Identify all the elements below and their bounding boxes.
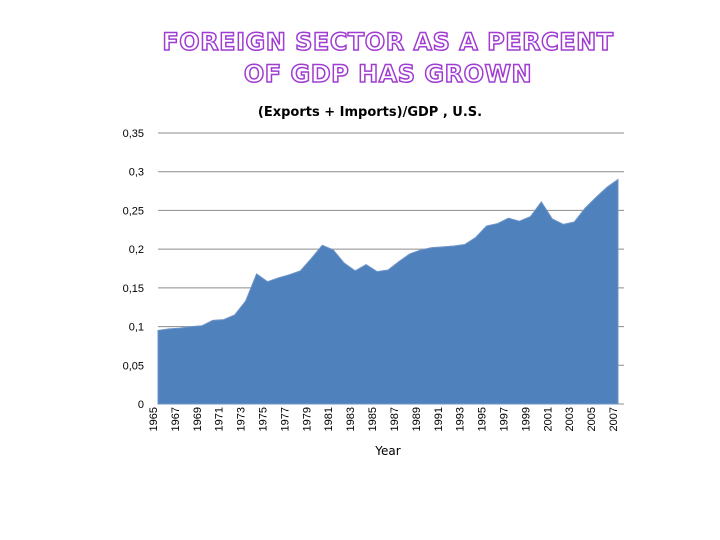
x-tick-label: 1997 xyxy=(498,407,510,431)
x-tick-label: 2005 xyxy=(586,407,598,431)
y-axis-ticks: 0 0,05 0,1 0,15 0,2 0,25 0,3 0,35 xyxy=(123,128,144,411)
x-tick-label: 1977 xyxy=(279,407,291,431)
y-tick-label: 0 xyxy=(138,399,144,411)
x-tick-label: 1995 xyxy=(477,407,489,431)
x-tick-label: 1981 xyxy=(323,407,335,431)
x-tick-label: 1973 xyxy=(236,407,248,431)
y-tick-label: 0,15 xyxy=(123,283,144,295)
x-tick-label: 1989 xyxy=(411,407,423,431)
x-tick-label: 2003 xyxy=(564,407,576,431)
x-tick-label: 1983 xyxy=(345,407,357,431)
x-tick-label: 1969 xyxy=(192,407,204,431)
y-tick-label: 0,1 xyxy=(129,322,144,334)
x-tick-label: 1985 xyxy=(367,407,379,431)
x-axis-title: Year xyxy=(374,444,400,458)
slide-title: FOREIGN SECTOR AS A PERCENT OF GDP HAS G… xyxy=(0,26,720,90)
x-axis-ticks: 1965 1967 1969 1971 1973 1975 1977 1979 1981 1983… xyxy=(148,407,620,431)
x-tick-label: 1979 xyxy=(301,407,313,431)
y-tick-label: 0,35 xyxy=(123,128,144,140)
x-tick-label: 1967 xyxy=(170,407,182,431)
x-tick-label: 1987 xyxy=(389,407,401,431)
x-tick-label: 1993 xyxy=(455,407,467,431)
x-tick-label: 2007 xyxy=(608,407,620,431)
plot-area xyxy=(157,178,619,405)
y-tick-label: 0,2 xyxy=(129,244,144,256)
chart-subtitle: (Exports + Imports)/GDP , U.S. xyxy=(258,105,482,120)
slide-title-line-1: FOREIGN SECTOR AS A PERCENT xyxy=(162,27,614,57)
x-tick-label: 1991 xyxy=(433,407,445,431)
y-tick-label: 0,3 xyxy=(129,167,144,179)
area-series xyxy=(157,178,619,405)
y-tick-label: 0,05 xyxy=(123,360,144,372)
x-tick-label: 1965 xyxy=(148,407,160,431)
x-tick-label: 2001 xyxy=(542,407,554,431)
x-tick-label: 1975 xyxy=(258,407,270,431)
slide-title-line-2: OF GDP HAS GROWN xyxy=(243,59,533,89)
x-tick-label: 1971 xyxy=(214,407,226,431)
y-tick-label: 0,25 xyxy=(123,205,144,217)
x-tick-label: 1999 xyxy=(520,407,532,431)
